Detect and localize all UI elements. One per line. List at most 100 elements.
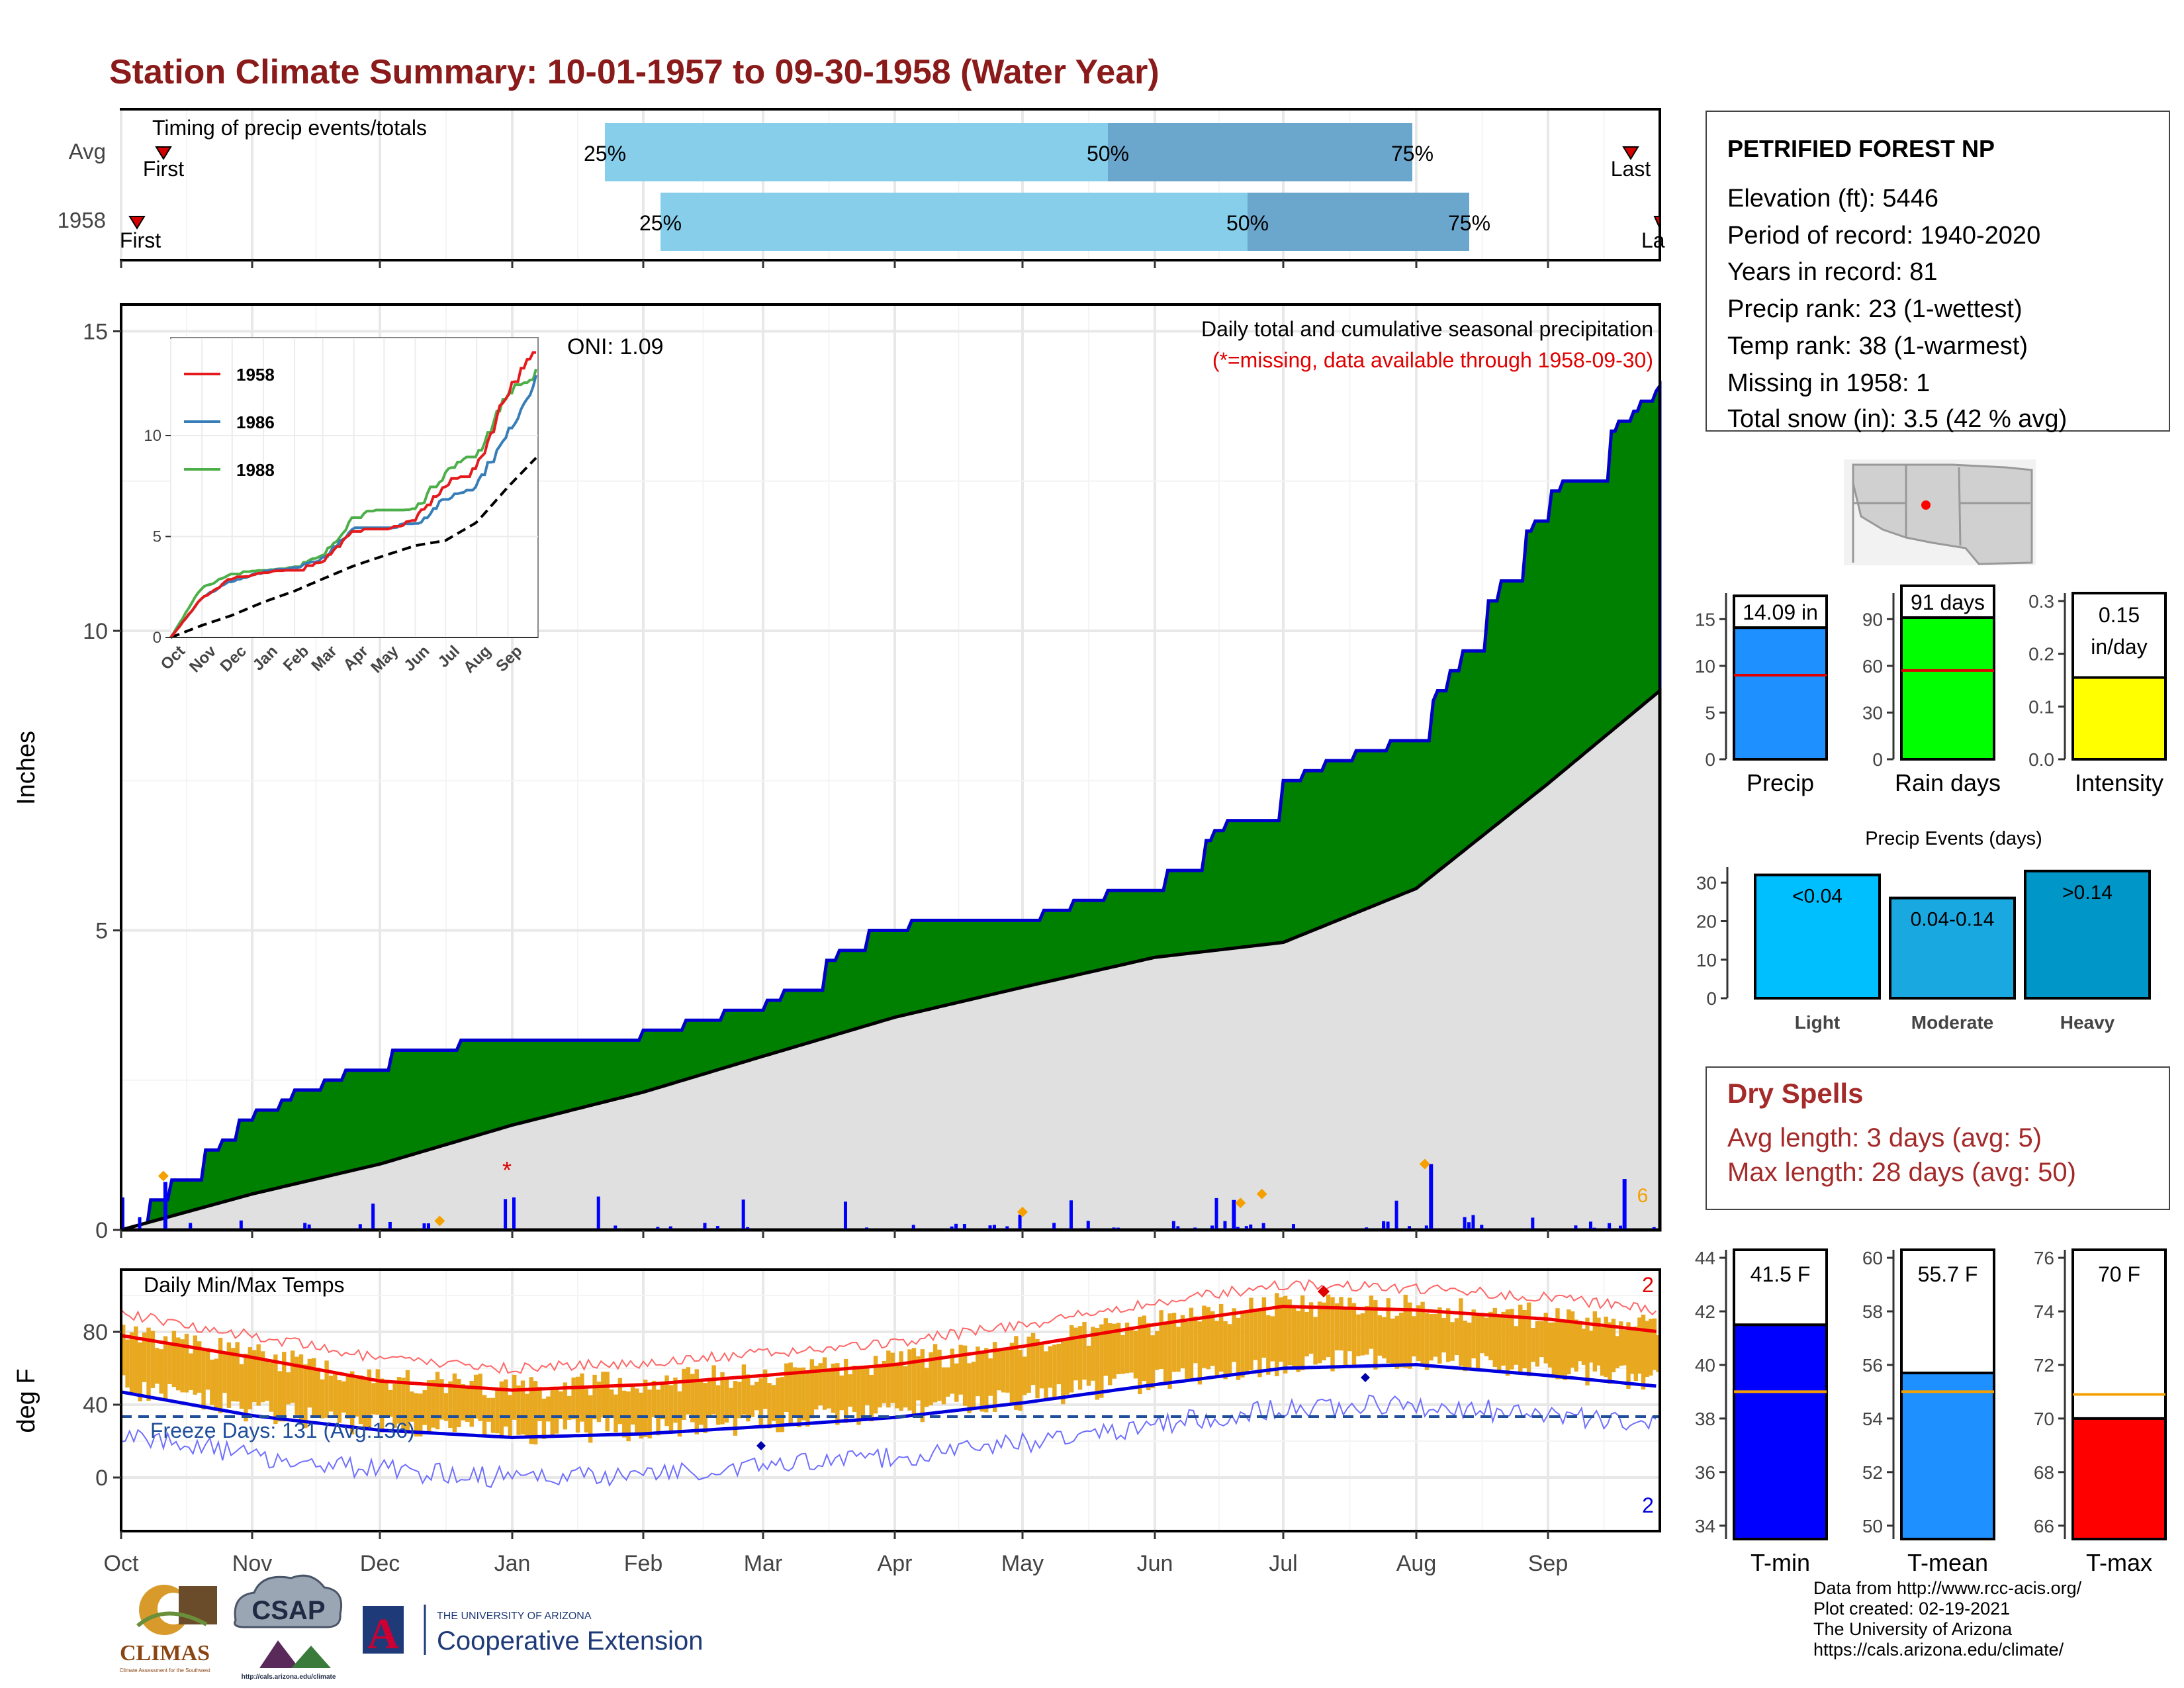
- daily-precip-bar: [746, 1227, 750, 1230]
- mini-bar: [1733, 1323, 1828, 1541]
- daily-precip-bar: [703, 1223, 707, 1230]
- temp-range-bar: [1326, 1294, 1331, 1358]
- temp-range-bar: [686, 1367, 691, 1415]
- daily-precip-bar: [189, 1225, 193, 1230]
- precip-daily-bars: [121, 1164, 1656, 1230]
- temp-range-bar: [418, 1393, 423, 1437]
- daily-precip-bar: [426, 1223, 430, 1230]
- temp-range-bar: [146, 1327, 151, 1401]
- mini-value-label: 14.09 in: [1743, 600, 1818, 624]
- temp-range-bar: [992, 1342, 997, 1413]
- inset-legend-1958: 1958: [236, 365, 275, 385]
- temp-range-bar: [647, 1389, 652, 1438]
- temp-range-bar: [1308, 1302, 1314, 1354]
- daily-precip-bar: [121, 1197, 124, 1230]
- temp-range-bar: [197, 1341, 202, 1393]
- temp-range-bar: [1347, 1297, 1352, 1352]
- temp-range-bar: [1095, 1327, 1100, 1400]
- temp-range-bar: [776, 1378, 780, 1432]
- daily-precip-bar: [138, 1217, 142, 1230]
- temp-range-bar: [1244, 1310, 1250, 1375]
- temp-range-bar: [1343, 1307, 1348, 1367]
- timing-avg-last-marker: [1622, 146, 1639, 160]
- x-tick-label: Dec: [360, 1551, 400, 1576]
- temp-range-bar: [1048, 1346, 1053, 1388]
- temp-range-bar: [690, 1374, 695, 1423]
- temp-range-bar: [439, 1379, 444, 1420]
- temp-range-bar: [435, 1372, 440, 1430]
- temp-range-bar: [1197, 1321, 1203, 1385]
- timing-year-p50: 50%: [1226, 211, 1269, 235]
- y-tick-label: 5: [95, 919, 108, 944]
- daily-precip-bar: [1244, 1226, 1248, 1230]
- temp-max-count: 2: [1642, 1273, 1654, 1297]
- y-tick-label: 80: [83, 1320, 108, 1345]
- temp-range-bar: [1433, 1314, 1438, 1357]
- temp-range-bar: [138, 1342, 142, 1402]
- temp-range-bar: [333, 1372, 338, 1415]
- daily-precip-bar: [1619, 1225, 1623, 1230]
- daily-precip-bar: [1261, 1223, 1265, 1230]
- x-tick-label: Sep: [1528, 1551, 1569, 1576]
- daily-precip-bar: [1249, 1224, 1253, 1230]
- mini-y-tick-label: 90: [1862, 609, 1883, 630]
- timing-row-avg: Avg: [69, 139, 106, 164]
- temp-range-bar: [1510, 1309, 1514, 1370]
- y-tick-label: 15: [83, 320, 108, 345]
- mini-axis-label: Intensity: [2075, 769, 2163, 796]
- daily-precip-bar: [1210, 1225, 1214, 1230]
- temp-range-bar: [1005, 1349, 1010, 1393]
- ua-top-line: THE UNIVERSITY OF ARIZONA: [437, 1611, 592, 1622]
- temp-range-bar: [703, 1383, 707, 1433]
- temp-range-bar: [298, 1354, 304, 1425]
- temp-range-bar: [814, 1366, 819, 1410]
- temp-range-bar: [1535, 1321, 1540, 1367]
- mini-axis-label: T-max: [2086, 1549, 2152, 1576]
- daily-precip-bar: [422, 1223, 426, 1230]
- temp-range-bar: [1223, 1321, 1228, 1380]
- temp-range-bar: [469, 1380, 474, 1427]
- temp-range-bar: [827, 1368, 831, 1409]
- daily-precip-bar: [988, 1225, 992, 1230]
- temp-range-bar: [260, 1351, 265, 1403]
- x-tick-label: Mar: [744, 1551, 783, 1576]
- timing-year-first-label: First: [120, 228, 161, 252]
- temp-range-bar: [1189, 1307, 1194, 1379]
- temp-range-bar: [448, 1381, 453, 1429]
- temp-range-bar: [473, 1374, 478, 1419]
- timing-avg-p75: 75%: [1391, 142, 1433, 165]
- temp-range-bar: [1073, 1327, 1078, 1381]
- temp-range-bar: [997, 1348, 1001, 1391]
- events-bar: [2024, 869, 2151, 1000]
- mini-y-tick-label: 0.0: [2028, 749, 2054, 770]
- snow-marker: [434, 1215, 445, 1227]
- daily-precip-bar: [512, 1197, 516, 1230]
- temp-range-bar: [1193, 1316, 1198, 1364]
- csap-wordmark: CSAP: [251, 1596, 325, 1625]
- x-tick-label: May: [1001, 1551, 1044, 1576]
- mini-y-tick-label: 70: [2034, 1409, 2054, 1429]
- precip-events-title: Precip Events (days): [1865, 828, 2042, 849]
- station-location-dot: [1921, 500, 1931, 510]
- temp-range-bar: [656, 1389, 660, 1436]
- temp-range-bar: [664, 1375, 669, 1427]
- daily-precip-bar: [1652, 1227, 1656, 1230]
- mini-y-tick-label: 58: [1862, 1301, 1883, 1322]
- temp-range-bar: [358, 1375, 363, 1425]
- temp-range-bar: [273, 1354, 278, 1425]
- events-y-tick-label: 10: [1696, 950, 1717, 970]
- timing-year-bar-early: [660, 193, 1248, 251]
- mini-y-tick-label: 60: [1862, 656, 1883, 677]
- mini-label-box: [1900, 584, 1995, 619]
- mini-bar: [1733, 626, 1828, 761]
- temp-range-bar: [1399, 1312, 1404, 1368]
- mini-axis-label: T-min: [1751, 1549, 1810, 1576]
- temp-range-bar: [1129, 1329, 1134, 1373]
- temp-range-bar: [1652, 1318, 1657, 1370]
- temp-range-bar: [937, 1349, 942, 1401]
- temp-range-bar: [933, 1344, 938, 1403]
- precip-missing-marker: *: [502, 1156, 512, 1184]
- mini-y-tick-label: 0.2: [2028, 644, 2054, 665]
- temp-range-bar: [1249, 1297, 1253, 1370]
- temp-range-bar: [1514, 1326, 1519, 1365]
